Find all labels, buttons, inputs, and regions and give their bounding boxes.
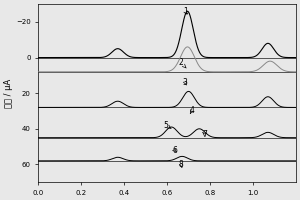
Y-axis label: 电流 / μA: 电流 / μA bbox=[4, 79, 13, 108]
Text: 4: 4 bbox=[189, 106, 194, 115]
Text: 2: 2 bbox=[179, 58, 186, 68]
Text: 6: 6 bbox=[172, 146, 177, 155]
Text: 5: 5 bbox=[164, 121, 171, 130]
Text: 3: 3 bbox=[183, 78, 188, 87]
Text: 1: 1 bbox=[183, 7, 188, 16]
Text: 7: 7 bbox=[202, 130, 207, 139]
Text: 8: 8 bbox=[179, 160, 183, 169]
